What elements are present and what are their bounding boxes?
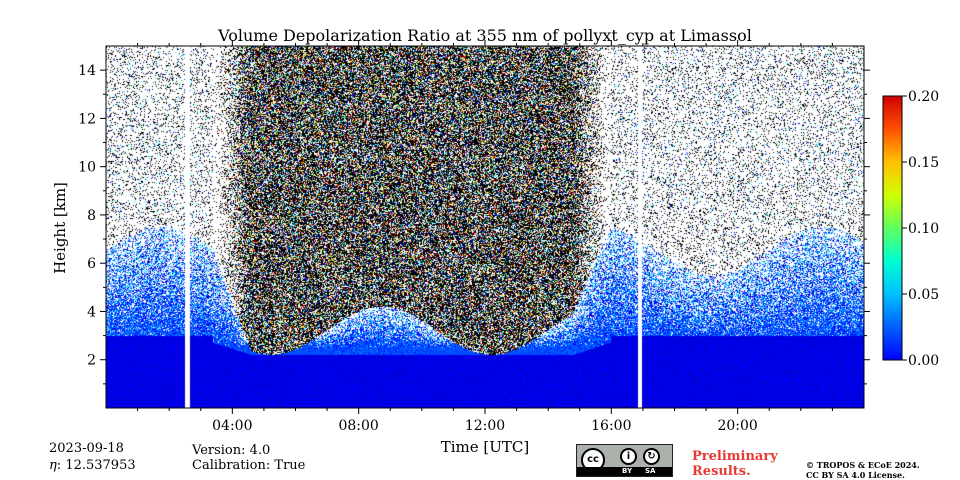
footer-eta: η: 12.537953 xyxy=(49,458,136,473)
preliminary-line2: Results. xyxy=(692,464,751,479)
y-axis-label: Height [km] xyxy=(51,182,69,274)
colorbar xyxy=(882,95,903,361)
y-tick-label: 14 xyxy=(78,63,96,79)
y-tick-label: 12 xyxy=(78,111,96,127)
colorbar-tick-label: 0.10 xyxy=(908,221,939,237)
x-axis-label: Time [UTC] xyxy=(440,438,530,456)
x-tick-label: 12:00 xyxy=(465,418,505,434)
colorbar-tick-label: 0.00 xyxy=(908,353,939,369)
colorbar-tick-label: 0.05 xyxy=(908,287,939,303)
chart-title: Volume Depolarization Ratio at 355 nm of… xyxy=(218,26,752,45)
y-tick-label: 2 xyxy=(87,353,96,369)
copyright-line2: CC BY SA 4.0 License. xyxy=(806,470,905,480)
y-tick-label: 6 xyxy=(87,256,96,272)
colorbar-tick-label: 0.20 xyxy=(908,89,939,105)
cc-by-sa-badge: cc i ↻ BY SA xyxy=(576,444,673,477)
badge-band xyxy=(577,467,672,476)
colorbar-axis: 0.00 0.05 0.10 0.15 0.20 xyxy=(902,89,939,369)
badge-by: BY xyxy=(622,467,633,475)
footer-version: Version: 4.0 xyxy=(192,443,271,458)
heatmap-raster xyxy=(106,46,864,408)
version-label: Version xyxy=(192,443,242,458)
calibration-value: True xyxy=(274,458,306,473)
y-tick-label: 10 xyxy=(78,160,96,176)
attribution-icon: i xyxy=(620,448,637,465)
y-tick-label: 4 xyxy=(87,304,96,320)
badge-sa: SA xyxy=(645,467,656,475)
y-tick-label: 8 xyxy=(87,208,96,224)
x-axis: 04:00 08:00 12:00 16:00 20:00 xyxy=(137,40,833,434)
version-value: 4.0 xyxy=(249,443,271,458)
x-tick-label: 08:00 xyxy=(338,418,378,434)
colorbar-tick-label: 0.15 xyxy=(908,155,939,171)
calibration-label: Calibration xyxy=(192,458,266,473)
preliminary-line1: Preliminary xyxy=(692,449,778,464)
y-axis: 2 4 6 8 10 12 14 xyxy=(78,63,870,385)
x-tick-label: 04:00 xyxy=(212,418,252,434)
x-tick-label: 20:00 xyxy=(717,418,757,434)
eta-symbol: η xyxy=(49,458,57,473)
share-alike-icon: ↻ xyxy=(643,448,660,465)
x-tick-label: 16:00 xyxy=(591,418,631,434)
eta-value: 12.537953 xyxy=(65,458,136,473)
copyright-line1: © TROPOS & ECoE 2024. xyxy=(806,460,920,470)
footer-date: 2023-09-18 xyxy=(49,441,124,456)
footer-calibration: Calibration: True xyxy=(192,458,306,473)
